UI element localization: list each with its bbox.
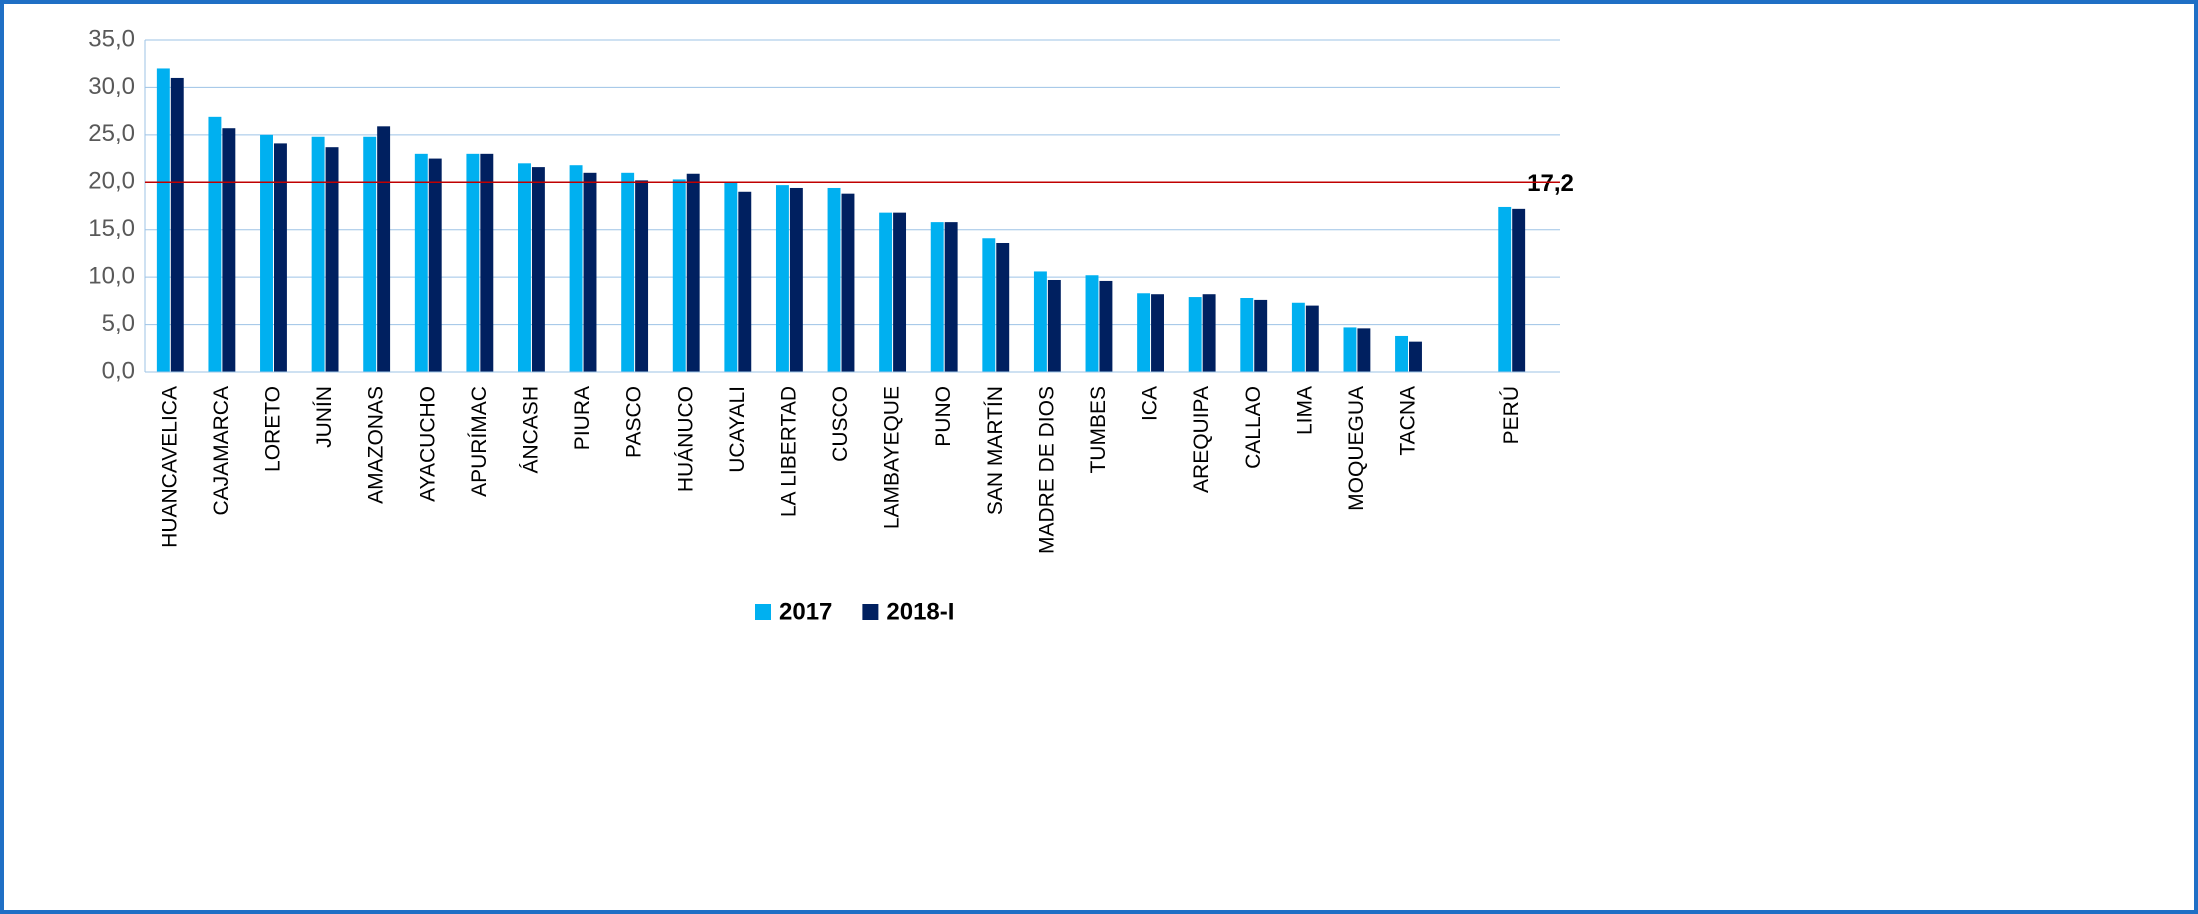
bar (827, 187, 841, 372)
bar (208, 116, 222, 372)
bar (377, 126, 391, 372)
y-tick-label: 5,0 (102, 310, 135, 337)
x-tick-label: ICA (1139, 386, 1162, 421)
x-tick-label: TUMBES (1087, 386, 1110, 474)
legend-label: 2017 (779, 598, 832, 625)
y-tick-label: 35,0 (88, 25, 135, 52)
bar (621, 172, 635, 372)
data-label: 17,2 (1527, 170, 1574, 197)
y-tick-label: 20,0 (88, 168, 135, 195)
bar (531, 167, 545, 372)
bar (466, 153, 480, 372)
bar (738, 191, 752, 372)
bar (222, 128, 236, 372)
x-tick-label: LORETO (262, 386, 285, 472)
y-tick-label: 0,0 (102, 357, 135, 384)
bar (775, 185, 789, 372)
bar (518, 163, 531, 372)
x-tick-label: PASCO (623, 386, 646, 458)
x-tick-label: LAMBAYEQUE (881, 386, 904, 529)
x-tick-label: JUNÍN (313, 386, 336, 448)
bar (1409, 341, 1422, 372)
y-tick-label: 25,0 (88, 120, 135, 147)
x-tick-label: SAN MARTÍN (984, 386, 1007, 515)
bar (1099, 280, 1113, 372)
bar (841, 193, 855, 372)
bar (1137, 293, 1151, 372)
bar (1512, 208, 1526, 372)
x-tick-label: HUÁNUCO (674, 386, 697, 492)
bar (1357, 328, 1371, 372)
x-tick-label: HUANCAVELICA (158, 386, 181, 548)
x-tick-label: PERÚ (1500, 386, 1523, 444)
y-tick-label: 15,0 (88, 215, 135, 242)
legend-label: 2018-I (886, 598, 954, 625)
x-tick-label: LA LIBERTAD (777, 386, 800, 517)
x-tick-label: AREQUIPA (1190, 386, 1213, 493)
bar (930, 222, 944, 372)
x-tick-label: AMAZONAS (365, 386, 388, 504)
x-tick-label: LIMA (1293, 386, 1316, 435)
x-tick-label: PUNO (932, 386, 955, 447)
bar (1240, 298, 1254, 372)
bar (273, 143, 287, 372)
bar (944, 222, 958, 372)
bar (1498, 206, 1512, 372)
bar (672, 179, 686, 372)
bar (1047, 279, 1061, 372)
bar (879, 212, 893, 372)
bar (170, 77, 184, 372)
x-tick-label: APURÍMAC (468, 386, 491, 497)
bar (1033, 271, 1047, 372)
x-tick-label: MOQUEGUA (1345, 386, 1368, 511)
x-tick-label: AYACUCHO (416, 386, 439, 502)
bar (260, 134, 273, 372)
bar (996, 242, 1010, 372)
x-tick-label: CALLAO (1242, 386, 1265, 469)
bar (893, 212, 907, 372)
bar (1202, 294, 1216, 372)
bar (686, 173, 700, 372)
bar (311, 136, 325, 372)
bar (724, 182, 738, 372)
bar (325, 147, 339, 372)
bar (635, 180, 649, 372)
bar (583, 172, 597, 372)
bar (1305, 305, 1319, 372)
legend-swatch (755, 604, 771, 620)
x-tick-label: CUSCO (829, 386, 852, 462)
bar (1343, 327, 1357, 372)
bar (1085, 275, 1099, 372)
bar (569, 165, 583, 372)
bar (1188, 297, 1202, 372)
bar (480, 153, 494, 372)
bar (414, 153, 428, 372)
x-tick-label: UCAYALI (726, 386, 749, 473)
bar (1291, 302, 1305, 372)
x-tick-label: CAJAMARCA (210, 386, 233, 516)
bar (428, 158, 442, 372)
y-tick-label: 30,0 (88, 73, 135, 100)
y-tick-label: 10,0 (88, 262, 135, 289)
bar (982, 238, 996, 372)
legend-swatch (862, 604, 879, 620)
x-tick-label: TACNA (1397, 386, 1420, 456)
x-tick-label: MADRE DE DIOS (1035, 386, 1058, 554)
bar (1151, 294, 1164, 372)
x-tick-label: PIURA (571, 386, 594, 450)
x-tick-label: ÁNCASH (519, 386, 542, 474)
bar (789, 187, 803, 372)
bar (1254, 299, 1268, 372)
bar (1395, 335, 1409, 372)
bar (156, 68, 170, 372)
bar (363, 136, 377, 372)
